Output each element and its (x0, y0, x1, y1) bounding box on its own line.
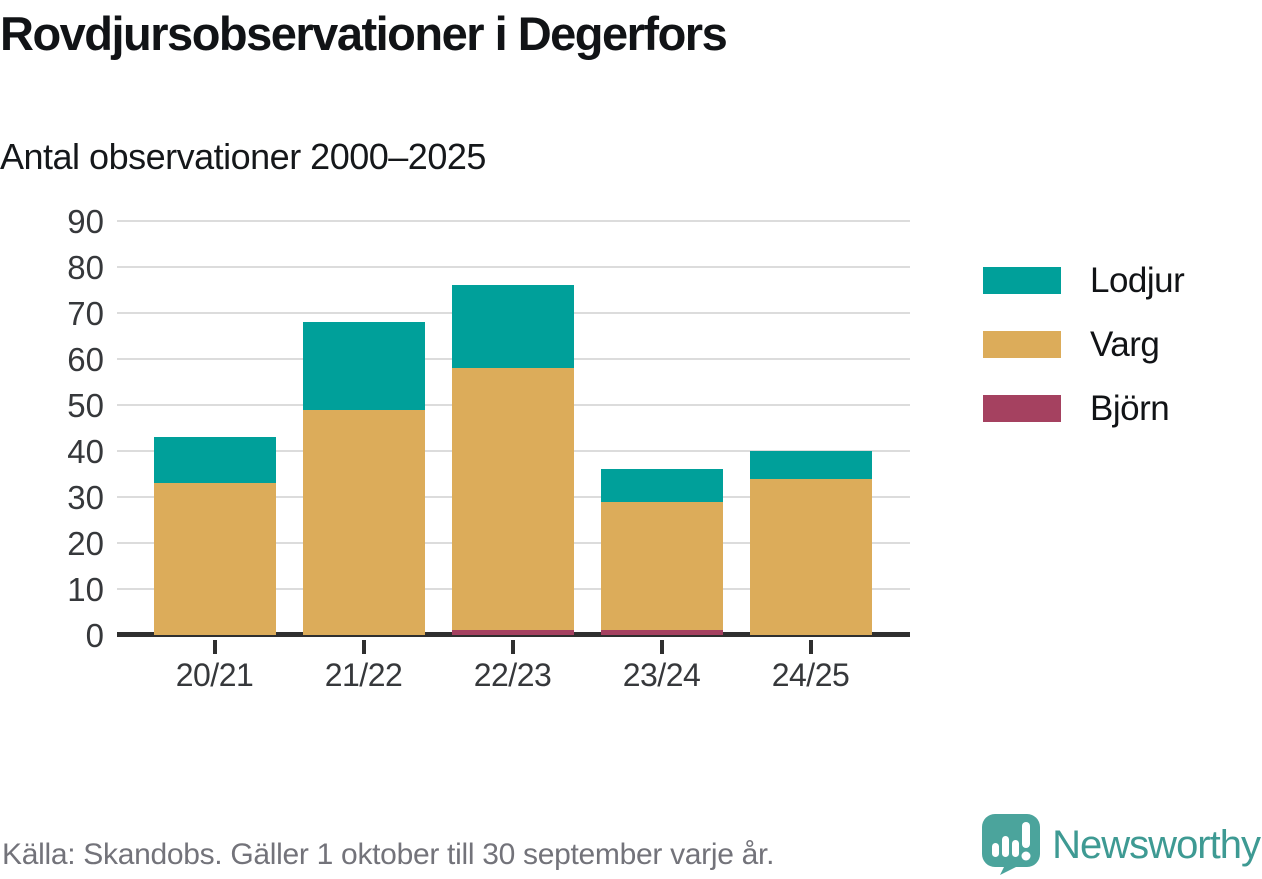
legend-swatch (983, 395, 1061, 422)
bar-group-24/25 (749, 451, 872, 635)
y-tick-label: 20 (67, 525, 104, 562)
chart-subtitle: Antal observationer 2000–2025 (0, 136, 486, 177)
legend-swatch (983, 331, 1061, 358)
legend-label: Lodjur (1090, 261, 1185, 300)
bar-segment-Lodjur (153, 437, 276, 484)
source-note: Källa: Skandobs. Gäller 1 oktober till 3… (2, 838, 775, 871)
y-tick-label: 10 (67, 571, 104, 608)
y-tick-label: 90 (67, 203, 104, 240)
legend-item-Björn: Björn (983, 391, 1184, 426)
bar-segment-Lodjur (451, 285, 574, 369)
bar-group-22/23 (451, 285, 574, 635)
bar-group-20/21 (153, 437, 276, 635)
x-tick (659, 640, 664, 654)
y-tick-label: 0 (85, 617, 104, 654)
plot-area (117, 220, 910, 637)
legend-item-Varg: Varg (983, 327, 1184, 362)
bar-group-23/24 (600, 469, 723, 635)
x-axis: 20/21 21/22 22/23 23/24 24/25 (117, 635, 910, 705)
bar-segment-Lodjur (600, 469, 723, 502)
y-tick-label: 50 (67, 387, 104, 424)
y-tick-label: 70 (67, 295, 104, 332)
x-tick (212, 640, 217, 654)
newsworthy-logo: Newsworthy (982, 814, 1261, 875)
y-tick-label: 40 (67, 433, 104, 470)
x-tick-label: 23/24 (622, 657, 701, 693)
newsworthy-logo-icon (982, 814, 1041, 875)
y-tick-label: 30 (67, 479, 104, 516)
gridline (117, 266, 910, 268)
bar-segment-Björn (600, 630, 723, 635)
x-tick-label: 22/23 (473, 657, 552, 693)
x-tick-label: 24/25 (771, 657, 850, 693)
bar-segment-Varg (153, 483, 276, 635)
bar-segment-Varg (749, 478, 872, 635)
bar-segment-Varg (451, 368, 574, 631)
y-tick-label: 60 (67, 341, 104, 378)
x-tick-label: 21/22 (324, 657, 403, 693)
legend-label: Björn (1090, 389, 1170, 428)
chart-title: Rovdjursobservationer i Degerfors (0, 7, 728, 60)
bar-group-21/22 (302, 322, 425, 635)
bar-segment-Varg (302, 409, 425, 635)
legend-item-Lodjur: Lodjur (983, 261, 1185, 300)
bar-segment-Lodjur (749, 451, 872, 479)
bar-segment-Lodjur (302, 322, 425, 410)
x-tick-label: 20/21 (175, 657, 254, 693)
x-tick (808, 640, 813, 654)
legend-label: Varg (1090, 325, 1160, 364)
legend-swatch (983, 267, 1061, 294)
y-tick-label: 80 (67, 249, 104, 286)
x-tick (361, 640, 366, 654)
x-tick (510, 640, 515, 654)
newsworthy-wordmark: Newsworthy (1052, 822, 1261, 867)
y-axis: 0 10 20 30 40 50 60 70 80 90 (28, 205, 104, 652)
legend: Lodjur Varg Björn (983, 261, 1185, 455)
gridline (117, 220, 910, 223)
bar-segment-Björn (451, 630, 574, 635)
bar-segment-Varg (600, 501, 723, 631)
